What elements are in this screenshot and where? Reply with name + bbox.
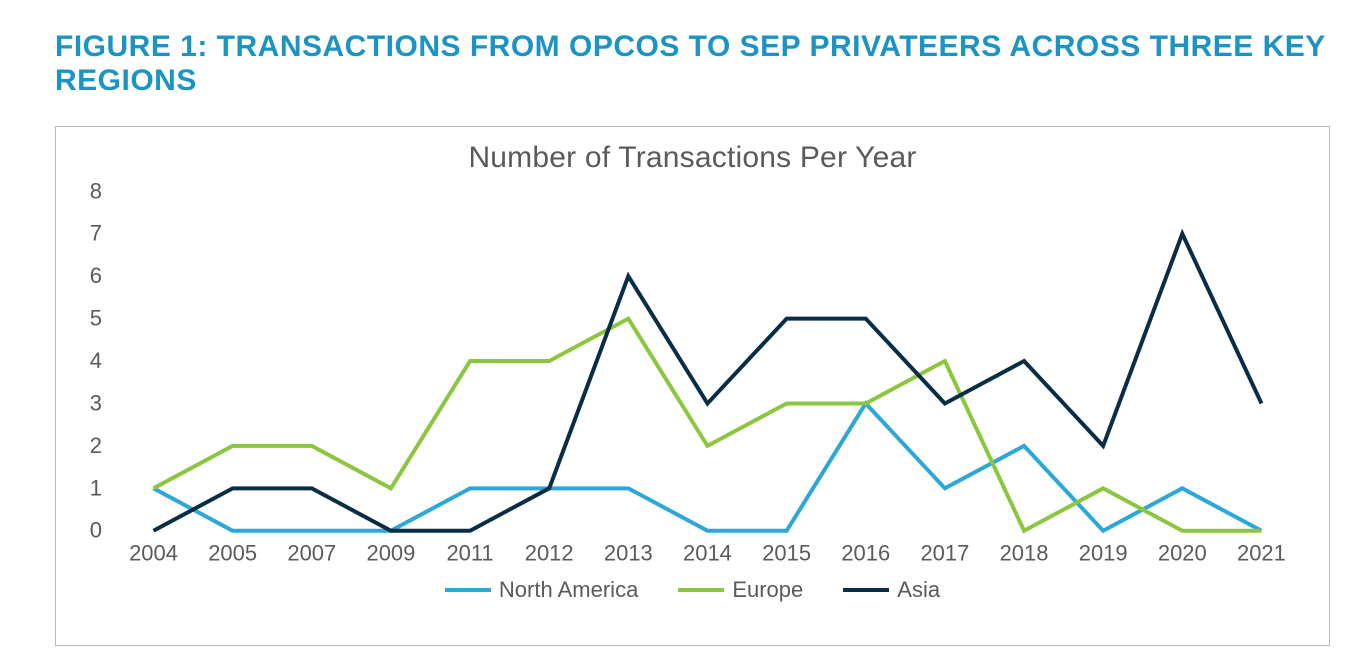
svg-text:2012: 2012 (525, 541, 574, 566)
svg-text:2: 2 (90, 433, 102, 458)
svg-text:7: 7 (90, 221, 102, 246)
y-tick: 2 (90, 433, 102, 458)
svg-text:2018: 2018 (1000, 541, 1049, 566)
page: FIGURE 1: TRANSACTIONS FROM OPCOS TO SEP… (0, 0, 1359, 665)
y-tick: 6 (90, 263, 102, 288)
x-tick: 2020 (1158, 541, 1207, 566)
figure-caption: FIGURE 1: TRANSACTIONS FROM OPCOS TO SEP… (55, 30, 1329, 98)
chart-container: Number of Transactions Per Year 0 1 2 3 4 5 6 7… (55, 126, 1330, 646)
series-line-north-america (153, 403, 1261, 530)
x-tick: 2019 (1079, 541, 1128, 566)
legend-label: North America (499, 577, 638, 603)
svg-text:2019: 2019 (1079, 541, 1128, 566)
series-line-asia (153, 234, 1261, 531)
legend-swatch (678, 588, 724, 592)
y-tick: 0 (90, 518, 102, 543)
svg-text:5: 5 (90, 306, 102, 331)
y-tick: 4 (90, 348, 102, 373)
legend-swatch (445, 588, 491, 592)
x-tick: 2016 (841, 541, 890, 566)
svg-text:2017: 2017 (920, 541, 969, 566)
legend-label: Asia (897, 577, 940, 603)
chart-title: Number of Transactions Per Year (74, 141, 1311, 175)
series-line-europe (153, 319, 1261, 531)
x-tick: 2011 (446, 541, 493, 566)
x-tick: 2012 (525, 541, 574, 566)
x-tick: 2004 (129, 541, 178, 566)
svg-text:3: 3 (90, 390, 102, 415)
svg-text:6: 6 (90, 263, 102, 288)
svg-text:1: 1 (90, 475, 102, 500)
svg-text:2013: 2013 (604, 541, 653, 566)
x-tick: 2018 (1000, 541, 1049, 566)
legend-swatch (843, 588, 889, 592)
legend-label: Europe (732, 577, 803, 603)
svg-text:2004: 2004 (129, 541, 178, 566)
x-tick: 2009 (366, 541, 415, 566)
x-tick: 2005 (208, 541, 257, 566)
legend-item-asia: Asia (843, 577, 940, 603)
svg-text:0: 0 (90, 518, 102, 543)
plot-area: 0 1 2 3 4 5 6 7 8 2004 2005 2007 2009 2011 2012 2013 201… (74, 181, 1311, 571)
x-tick: 2021 (1237, 541, 1286, 566)
x-tick: 2015 (762, 541, 811, 566)
svg-text:2016: 2016 (841, 541, 890, 566)
x-tick: 2013 (604, 541, 653, 566)
svg-text:8: 8 (90, 181, 102, 203)
x-tick: 2014 (683, 541, 732, 566)
svg-text:2015: 2015 (762, 541, 811, 566)
y-tick: 3 (90, 390, 102, 415)
y-tick: 5 (90, 306, 102, 331)
svg-text:2009: 2009 (366, 541, 415, 566)
x-tick: 2017 (920, 541, 969, 566)
svg-text:2007: 2007 (287, 541, 336, 566)
legend-item-north-america: North America (445, 577, 638, 603)
svg-text:2020: 2020 (1158, 541, 1207, 566)
svg-text:2021: 2021 (1237, 541, 1286, 566)
y-tick: 1 (90, 475, 102, 500)
svg-text:2011: 2011 (446, 541, 493, 566)
y-tick: 7 (90, 221, 102, 246)
legend: North America Europe Asia (74, 577, 1311, 603)
legend-item-europe: Europe (678, 577, 803, 603)
svg-text:4: 4 (90, 348, 102, 373)
x-tick: 2007 (287, 541, 336, 566)
svg-text:2005: 2005 (208, 541, 257, 566)
y-tick: 8 (90, 181, 102, 203)
line-chart-svg: 0 1 2 3 4 5 6 7 8 2004 2005 2007 2009 2011 2012 2013 201… (74, 181, 1311, 571)
svg-text:2014: 2014 (683, 541, 732, 566)
